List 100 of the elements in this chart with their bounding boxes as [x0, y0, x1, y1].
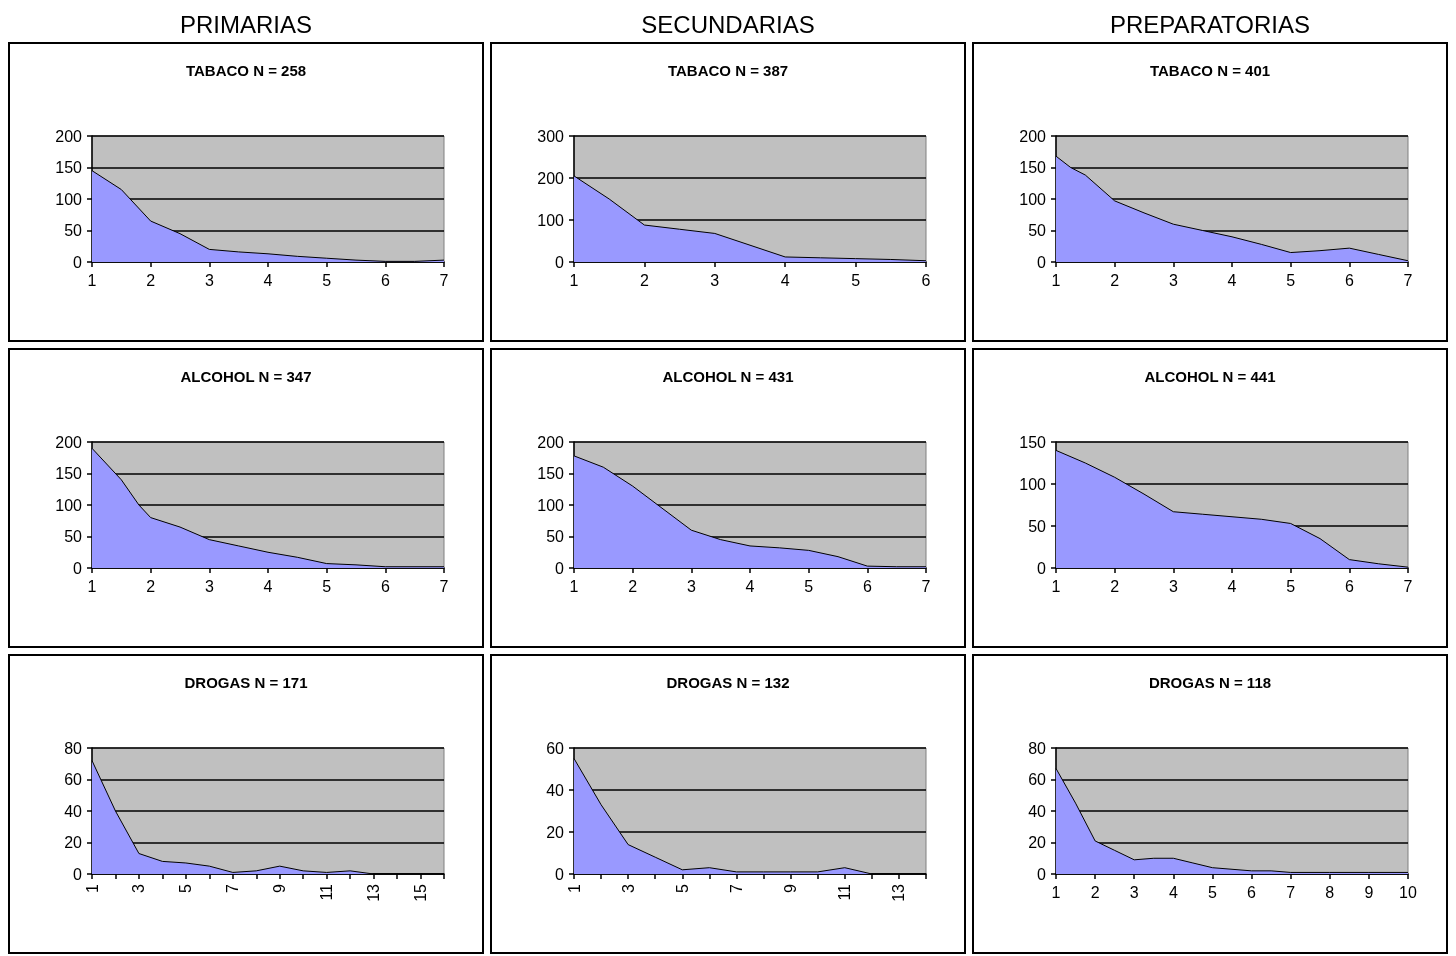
- x-tick-label: 6: [1344, 271, 1354, 289]
- y-tick-label: 300: [537, 127, 565, 145]
- x-tick-label: 6: [1344, 577, 1354, 595]
- y-tick-label: 0: [555, 253, 565, 271]
- y-tick-label: 100: [537, 496, 565, 514]
- y-tick-label: 0: [1037, 559, 1047, 577]
- x-tick-label: 4: [1168, 883, 1178, 901]
- x-tick-label: 13: [365, 883, 383, 902]
- x-tick-label: 2: [146, 577, 156, 595]
- y-tick-label: 50: [546, 528, 565, 545]
- chart-title: DROGAS N = 171: [184, 674, 308, 691]
- x-tick-label: 6: [380, 271, 390, 289]
- y-tick-label: 40: [1028, 802, 1047, 820]
- chart-title: ALCOHOL N = 347: [180, 368, 312, 385]
- y-tick-label: 60: [546, 739, 565, 757]
- x-tick-label: 3: [204, 577, 214, 595]
- x-tick-label: 5: [851, 271, 861, 289]
- y-tick-label: 50: [64, 222, 83, 239]
- chart-title: ALCOHOL N = 441: [1144, 368, 1276, 385]
- x-tick-label: 7: [224, 883, 242, 893]
- chart-subtitle: PREPARATORIAS: [1108, 10, 1312, 40]
- x-tick-label: 3: [1168, 577, 1178, 595]
- chart-title: ALCOHOL N = 431: [662, 368, 794, 385]
- y-tick-label: 40: [546, 781, 565, 799]
- x-tick-label: 5: [177, 883, 195, 893]
- x-tick-label: 2: [146, 271, 156, 289]
- x-tick-label: 7: [439, 271, 449, 289]
- y-tick-label: 60: [64, 771, 83, 788]
- chart-subtitle: PRIMARIAS: [179, 10, 313, 40]
- x-tick-label: 1: [569, 577, 579, 595]
- chart-title: DROGAS N = 118: [1148, 674, 1272, 691]
- chart-title: TABACO N = 258: [185, 62, 307, 79]
- x-tick-label: 15: [412, 883, 430, 902]
- y-tick-label: 150: [537, 465, 565, 482]
- x-tick-label: 5: [1207, 883, 1217, 901]
- y-tick-label: 40: [64, 802, 83, 820]
- y-tick-label: 20: [64, 834, 83, 851]
- x-tick-label: 3: [1168, 271, 1178, 289]
- y-tick-label: 150: [55, 465, 83, 482]
- x-tick-label: 1: [87, 577, 97, 595]
- x-tick-label: 1: [83, 883, 101, 893]
- y-tick-label: 200: [55, 127, 83, 145]
- x-tick-label: 1: [87, 271, 97, 289]
- y-tick-label: 100: [537, 211, 565, 229]
- x-tick-label: 2: [628, 577, 638, 595]
- y-tick-label: 200: [1019, 127, 1047, 145]
- y-tick-label: 0: [555, 865, 565, 883]
- x-tick-label: 3: [710, 271, 720, 289]
- y-tick-label: 80: [64, 739, 83, 757]
- y-tick-label: 50: [1028, 222, 1047, 239]
- x-tick-label: 1: [569, 271, 579, 289]
- x-tick-label: 5: [673, 883, 691, 893]
- x-tick-label: 11: [318, 883, 336, 901]
- y-tick-label: 20: [1028, 834, 1047, 851]
- x-tick-label: 7: [439, 577, 449, 595]
- x-tick-label: 1: [1051, 271, 1061, 289]
- x-tick-label: 3: [130, 883, 148, 893]
- x-tick-label: 4: [263, 577, 273, 595]
- y-tick-label: 60: [1028, 771, 1047, 788]
- x-tick-label: 10: [1399, 883, 1417, 901]
- x-tick-label: 5: [322, 271, 332, 289]
- chart-title: TABACO N = 401: [1149, 62, 1271, 79]
- x-tick-label: 4: [1227, 577, 1237, 595]
- x-tick-label: 6: [921, 271, 931, 289]
- y-tick-label: 200: [55, 433, 83, 451]
- y-tick-label: 0: [555, 559, 565, 577]
- y-tick-label: 20: [546, 823, 565, 841]
- y-tick-label: 80: [1028, 739, 1047, 757]
- y-tick-label: 150: [1019, 159, 1047, 176]
- x-tick-label: 1: [565, 883, 583, 893]
- x-tick-label: 9: [271, 883, 289, 893]
- x-tick-label: 5: [322, 577, 332, 595]
- x-tick-label: 4: [263, 271, 273, 289]
- x-tick-label: 3: [619, 883, 637, 893]
- y-tick-label: 150: [1019, 433, 1047, 451]
- x-tick-label: 13: [890, 883, 908, 902]
- x-tick-label: 7: [1403, 271, 1413, 289]
- x-tick-label: 6: [862, 577, 872, 595]
- x-tick-label: 9: [782, 883, 800, 893]
- y-tick-label: 100: [55, 190, 83, 208]
- y-tick-label: 200: [537, 433, 565, 451]
- y-tick-label: 150: [55, 159, 83, 176]
- x-tick-label: 7: [1286, 883, 1296, 901]
- y-tick-label: 0: [1037, 253, 1047, 271]
- x-tick-label: 3: [686, 577, 696, 595]
- x-tick-label: 7: [1403, 577, 1413, 595]
- x-tick-label: 5: [804, 577, 814, 595]
- y-tick-label: 0: [73, 865, 83, 883]
- x-tick-label: 6: [1247, 883, 1257, 901]
- x-tick-label: 3: [1129, 883, 1139, 901]
- y-tick-label: 100: [1019, 190, 1047, 208]
- x-tick-label: 4: [1227, 271, 1237, 289]
- y-tick-label: 100: [1019, 475, 1047, 493]
- chart-title: TABACO N = 387: [667, 62, 789, 79]
- x-tick-label: 2: [1090, 883, 1100, 901]
- x-tick-label: 2: [1110, 271, 1120, 289]
- y-tick-label: 50: [64, 528, 83, 545]
- y-tick-label: 0: [73, 559, 83, 577]
- y-tick-label: 0: [1037, 865, 1047, 883]
- x-tick-label: 11: [836, 883, 854, 901]
